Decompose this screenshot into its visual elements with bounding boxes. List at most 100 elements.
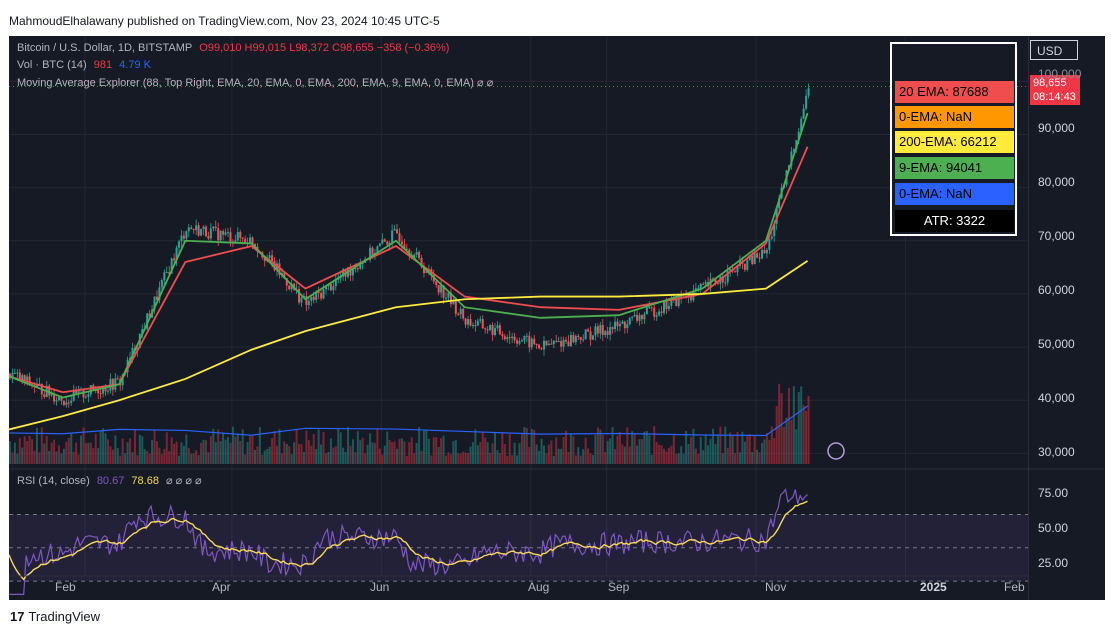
volume-bar — [572, 436, 575, 464]
candle-body — [550, 343, 553, 345]
candle-body — [204, 226, 207, 237]
volume-bar — [214, 442, 217, 464]
candle-body — [552, 340, 555, 345]
price-tick: 80,000 — [1038, 175, 1075, 189]
currency-button[interactable]: USD — [1030, 40, 1078, 60]
volume-bar — [640, 439, 643, 464]
volume-bar — [302, 452, 305, 464]
volume-bar — [178, 455, 181, 464]
volume-bar — [538, 450, 541, 464]
candle-body — [538, 344, 541, 349]
candle-body — [792, 149, 795, 152]
volume-bar — [62, 448, 65, 464]
volume-bar — [388, 439, 391, 464]
volume-bar — [351, 439, 354, 464]
volume-bar — [410, 437, 413, 464]
volume-bar — [207, 452, 210, 464]
candle-body — [574, 335, 577, 343]
candle-body — [474, 325, 477, 327]
volume-bar — [748, 434, 751, 464]
volume-bar — [165, 432, 168, 464]
candle-body — [121, 374, 124, 386]
candle-body — [398, 233, 401, 242]
candle-body — [689, 296, 692, 301]
volume-bar — [386, 431, 389, 464]
candle-body — [405, 248, 408, 250]
volume-bar — [569, 433, 572, 464]
candle-body — [675, 296, 678, 307]
candle-body — [361, 262, 364, 265]
volume-bar — [55, 451, 58, 464]
ma-explorer-legend[interactable]: Moving Average Explorer (88, Top Right, … — [17, 76, 497, 89]
volume-bar — [141, 436, 144, 464]
candle-body — [283, 272, 286, 279]
candle-body — [50, 393, 53, 396]
volume-bar — [119, 455, 122, 464]
volume-bar — [327, 451, 330, 464]
volume-bar — [180, 442, 183, 464]
volume-bar — [609, 438, 612, 464]
candle-body — [413, 254, 416, 259]
candle-body — [234, 240, 237, 242]
volume-bar — [320, 444, 323, 464]
candle-body — [178, 241, 181, 248]
candle-body — [729, 269, 732, 271]
candle-body — [23, 375, 26, 381]
volume-bar — [138, 434, 141, 464]
candle-body — [16, 372, 19, 374]
volume-bar — [151, 439, 154, 464]
chart-svg[interactable] — [9, 36, 1104, 600]
volume-bar — [92, 448, 95, 464]
candle-body — [467, 319, 470, 325]
candle-body — [557, 340, 560, 342]
volume-bar — [251, 435, 254, 464]
tradingview-logo[interactable]: 17 TradingView — [10, 609, 100, 624]
candle-body — [158, 287, 161, 300]
footer-bar — [0, 600, 1111, 631]
candle-body — [650, 307, 653, 309]
volume-bar — [726, 448, 729, 464]
rsi-legend[interactable]: RSI (14, close) 80.67 78.68 ⌀ ⌀ ⌀ ⌀ — [17, 474, 206, 487]
volume-bar — [246, 441, 249, 464]
volume-bar — [618, 432, 621, 464]
volume-bar — [67, 437, 70, 464]
chart-area[interactable] — [9, 36, 1028, 600]
candle-body — [511, 336, 514, 339]
volume-bar — [511, 455, 514, 464]
candle-body — [506, 337, 509, 340]
volume-bar — [315, 449, 318, 464]
volume-bar — [773, 438, 776, 464]
candle-body — [62, 400, 65, 405]
price-tick: 40,000 — [1038, 391, 1075, 405]
volume-bar — [104, 433, 107, 464]
volume-bar — [133, 429, 136, 464]
volume-bar — [445, 455, 448, 464]
candle-body — [501, 334, 504, 337]
volume-bar — [787, 387, 790, 464]
volume-bar — [486, 442, 489, 464]
candle-body — [192, 228, 195, 231]
candle-body — [288, 285, 291, 290]
candle-body — [383, 239, 386, 242]
volume-legend[interactable]: Vol · BTC (14) 981 4.79 K — [17, 59, 155, 71]
volume-bar — [400, 438, 403, 464]
volume-bar — [670, 445, 673, 464]
candle-body — [396, 229, 399, 234]
volume-bar — [704, 434, 707, 464]
candle-body — [611, 327, 614, 330]
candle-body — [356, 268, 359, 270]
symbol-legend[interactable]: Bitcoin / U.S. Dollar, 1D, BITSTAMP O99,… — [17, 42, 453, 54]
volume-bar — [217, 429, 220, 464]
candle-body — [503, 336, 506, 340]
volume-bar — [596, 427, 599, 464]
candle-body — [743, 263, 746, 270]
volume-bar — [48, 450, 51, 464]
candle-body — [207, 236, 210, 239]
volume-bar — [623, 446, 626, 464]
volume-bar — [498, 452, 501, 464]
candle-body — [604, 331, 607, 335]
candle-body — [721, 276, 724, 283]
candle-body — [312, 296, 315, 300]
candle-body — [452, 299, 455, 305]
price-axis[interactable] — [1028, 36, 1105, 600]
